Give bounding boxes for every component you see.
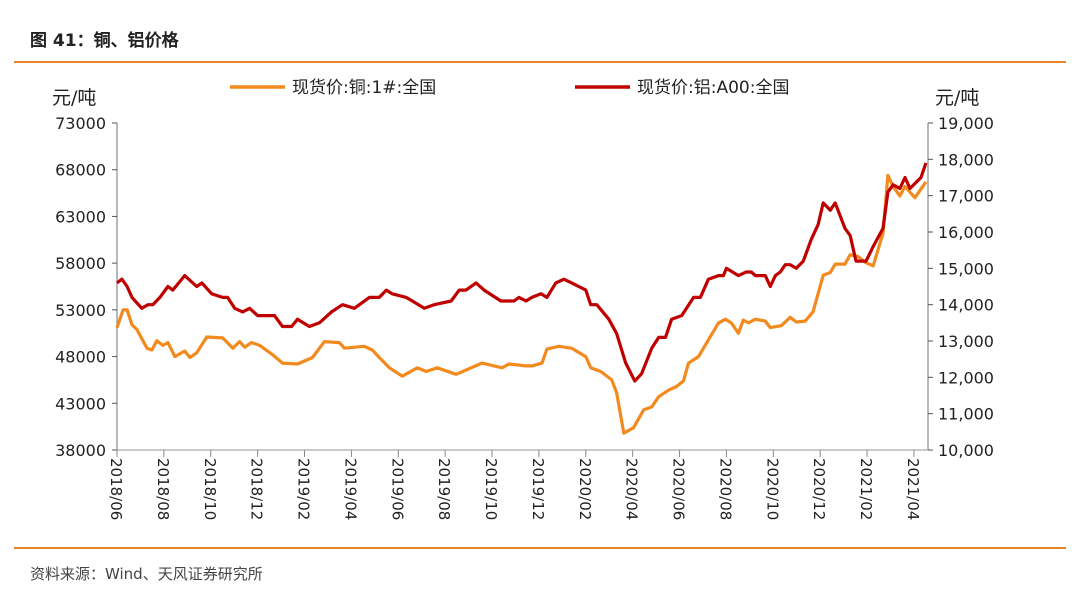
left-tick-label: 73000 <box>55 114 106 133</box>
x-tick-label: 2018/08 <box>154 458 172 520</box>
source-note: 资料来源：Wind、天风证券研究所 <box>30 565 263 583</box>
left-tick-label: 68000 <box>55 161 106 180</box>
right-tick-label: 12,000 <box>938 368 994 387</box>
left-tick-label: 43000 <box>55 394 106 413</box>
x-tick-label: 2020/12 <box>810 458 828 520</box>
x-tick-label: 2018/06 <box>107 458 125 520</box>
right-tick-label: 13,000 <box>938 332 994 351</box>
left-tick-label: 48000 <box>55 348 106 367</box>
right-tick-label: 10,000 <box>938 441 994 460</box>
left-tick-label: 58000 <box>55 254 106 273</box>
figure-title: 图 41：铜、铝价格 <box>30 31 179 51</box>
right-tick-label: 15,000 <box>938 259 994 278</box>
x-tick-label: 2020/10 <box>763 458 781 520</box>
x-tick-label: 2018/10 <box>201 458 219 520</box>
right-tick-label: 11,000 <box>938 405 994 424</box>
x-tick-label: 2021/04 <box>904 458 922 520</box>
right-tick-label: 14,000 <box>938 296 994 315</box>
copper-price-line <box>115 173 928 435</box>
right-axis-unit: 元/吨 <box>935 87 979 109</box>
x-tick-label: 2020/02 <box>576 458 594 520</box>
footer-divider <box>14 547 1066 549</box>
title-divider <box>14 61 1066 63</box>
left-axis-unit: 元/吨 <box>52 87 96 109</box>
left-tick-label: 63000 <box>55 207 106 226</box>
legend-label-aluminum: 现货价:铝:A00:全国 <box>637 78 789 98</box>
x-tick-label: 2019/02 <box>295 458 313 520</box>
right-tick-label: 18,000 <box>938 150 994 169</box>
right-tick-label: 17,000 <box>938 187 994 206</box>
x-tick-label: 2020/06 <box>670 458 688 520</box>
x-tick-label: 2019/08 <box>435 458 453 520</box>
x-tick-label: 2020/04 <box>623 458 641 520</box>
legend: 现货价:铜:1#:全国 现货价:铝:A00:全国 <box>230 78 789 98</box>
aluminum-price-line <box>116 162 928 383</box>
left-tick-label: 38000 <box>55 441 106 460</box>
left-tick-label: 53000 <box>55 301 106 320</box>
legend-label-copper: 现货价:铜:1#:全国 <box>292 78 436 98</box>
x-tick-label: 2018/12 <box>248 458 266 520</box>
x-tick-label: 2019/06 <box>388 458 406 520</box>
x-tick-label: 2021/02 <box>857 458 875 520</box>
x-tick-label: 2019/10 <box>482 458 500 520</box>
x-tick-label: 2020/08 <box>716 458 734 520</box>
x-tick-label: 2019/12 <box>529 458 547 520</box>
x-tick-label: 2019/04 <box>341 458 359 520</box>
right-tick-label: 19,000 <box>938 114 994 133</box>
right-tick-label: 16,000 <box>938 223 994 242</box>
